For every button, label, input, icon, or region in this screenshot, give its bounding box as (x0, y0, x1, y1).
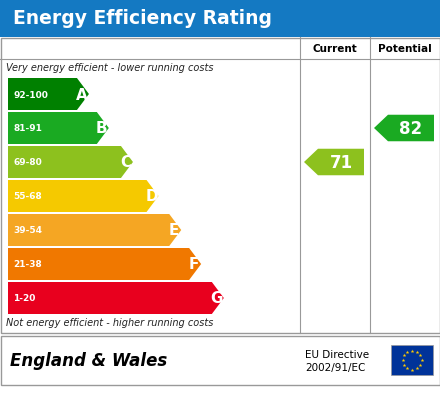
Text: 81-91: 81-91 (13, 124, 42, 133)
Text: G: G (211, 291, 223, 306)
Polygon shape (304, 150, 364, 176)
Bar (0, 38, 440, 333)
Text: 69-80: 69-80 (13, 158, 42, 167)
Text: F: F (189, 257, 199, 272)
Text: 1-20: 1-20 (13, 294, 35, 303)
Bar (0, 336, 440, 385)
Text: Potential: Potential (378, 44, 432, 54)
Text: England & Wales: England & Wales (10, 351, 167, 369)
Text: 82: 82 (400, 120, 422, 138)
Text: 39-54: 39-54 (13, 226, 42, 235)
Polygon shape (8, 79, 89, 111)
Text: C: C (121, 155, 132, 170)
Text: 55-68: 55-68 (13, 192, 42, 201)
Bar (391, 345, 433, 375)
Polygon shape (8, 214, 181, 247)
Text: 2002/91/EC: 2002/91/EC (305, 363, 365, 373)
Text: Current: Current (313, 44, 357, 54)
Text: 21-38: 21-38 (13, 260, 42, 269)
Polygon shape (8, 147, 133, 178)
Text: E: E (169, 223, 180, 238)
Text: Very energy efficient - lower running costs: Very energy efficient - lower running co… (6, 63, 213, 73)
Polygon shape (8, 113, 109, 145)
Text: EU Directive: EU Directive (305, 349, 369, 359)
Polygon shape (8, 282, 224, 314)
Polygon shape (8, 248, 201, 280)
Text: A: A (76, 87, 88, 102)
Polygon shape (8, 180, 158, 212)
Polygon shape (374, 116, 434, 142)
Text: 92-100: 92-100 (13, 90, 48, 99)
Text: D: D (145, 189, 158, 204)
Text: 71: 71 (330, 154, 352, 171)
Text: Not energy efficient - higher running costs: Not energy efficient - higher running co… (6, 317, 213, 327)
Text: B: B (96, 121, 108, 136)
Bar (0, 0, 440, 38)
Text: Energy Efficiency Rating: Energy Efficiency Rating (13, 9, 272, 28)
